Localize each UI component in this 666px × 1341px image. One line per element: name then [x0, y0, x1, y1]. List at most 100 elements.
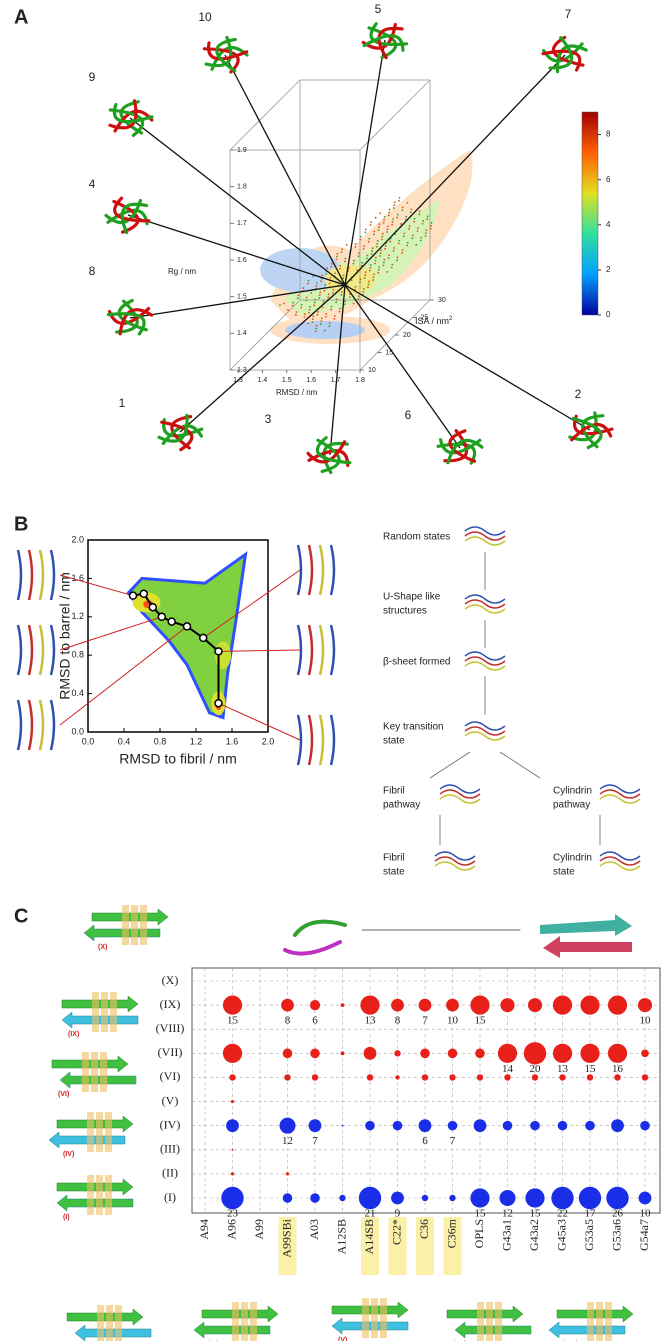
- heatmap: [126, 551, 248, 720]
- conformation-cartoon: [446, 1302, 532, 1341]
- cloud-point: [338, 267, 341, 270]
- cloud-point: [343, 303, 346, 306]
- cloud-point: [309, 305, 311, 308]
- bubble: [559, 1074, 566, 1081]
- bubble: [552, 995, 573, 1015]
- state-label: U-Shape like: [383, 592, 441, 603]
- cloud-point: [386, 228, 389, 231]
- cloud-point: [378, 223, 381, 226]
- cloud-point: [383, 218, 386, 221]
- residue-box: [140, 905, 147, 945]
- colorbar: [581, 111, 599, 316]
- cloud-point: [312, 275, 315, 278]
- cloud-point: [371, 250, 373, 252]
- bubble: [606, 1186, 629, 1210]
- cloud-point: [378, 226, 380, 228]
- structure-number: 7: [565, 7, 572, 21]
- cube-face: [299, 79, 431, 301]
- fibril-arrow: [543, 936, 632, 958]
- cloud-point: [364, 274, 367, 276]
- structure-number: 5: [375, 2, 382, 16]
- tick-label: 1.2: [71, 611, 84, 621]
- cloud-point: [330, 262, 333, 265]
- cloud-point: [359, 281, 361, 284]
- cartoon-label: (VI): [58, 1091, 69, 1098]
- highlight: [361, 1217, 379, 1275]
- category-label: G53a6: [609, 1219, 623, 1251]
- cloud-point: [371, 247, 374, 250]
- category-label: C22*: [389, 1219, 403, 1245]
- cloud-point: [380, 238, 383, 241]
- row-label: (I): [164, 1190, 176, 1204]
- panel-label: B: [14, 513, 28, 535]
- cloud-point: [380, 249, 382, 252]
- tick-label: 0.8: [154, 736, 167, 746]
- row-label: (VIII): [156, 1021, 185, 1035]
- cloud-point: [333, 317, 336, 320]
- strand: [318, 544, 325, 596]
- bubble: [637, 998, 653, 1013]
- cloud-point: [391, 263, 394, 266]
- cartoon-label: (IV): [63, 1151, 74, 1158]
- cloud-point: [357, 295, 360, 298]
- bubble-label: 12: [502, 1208, 513, 1220]
- structure-number: 8: [89, 264, 96, 278]
- cloud-point: [411, 234, 414, 237]
- residue-box: [486, 1302, 493, 1341]
- strand: [362, 34, 405, 52]
- state-label: pathway: [553, 800, 590, 811]
- cloud-point: [398, 199, 400, 202]
- axis-label: Rg / nm: [168, 267, 196, 276]
- cloud-point: [319, 291, 322, 294]
- cloud-point: [359, 278, 362, 281]
- strand: [464, 599, 506, 609]
- bubble-label: 15: [475, 1208, 487, 1220]
- strand: [16, 624, 23, 676]
- residue-box: [362, 1298, 369, 1338]
- cloud-point: [381, 235, 384, 238]
- bubble: [339, 1194, 346, 1202]
- cartoon-label: (X): [98, 944, 107, 951]
- bubble: [365, 1120, 375, 1131]
- tick-label: 1.4: [258, 377, 268, 384]
- cloud-point: [330, 305, 333, 308]
- strand: [434, 851, 476, 861]
- state-structure: [599, 851, 641, 871]
- bubble: [527, 998, 543, 1013]
- structure-number: 9: [89, 70, 96, 84]
- cloud-point: [328, 325, 331, 328]
- bubble: [363, 1046, 377, 1060]
- residue-box: [97, 1305, 104, 1341]
- path-point: [139, 589, 149, 599]
- cloud-point: [367, 286, 369, 289]
- bubble: [552, 1043, 573, 1063]
- residue-box: [96, 1175, 103, 1215]
- strand: [329, 714, 336, 766]
- cloud-point: [320, 317, 323, 320]
- cloud-point: [339, 265, 342, 267]
- strand-arrow: [61, 1011, 139, 1029]
- cloud-point: [342, 277, 345, 280]
- bubble: [231, 1148, 234, 1151]
- strand: [106, 312, 146, 336]
- cloud-point: [283, 302, 286, 305]
- residue-box: [477, 1302, 484, 1341]
- conformation-cartoon: [51, 1052, 137, 1092]
- cloud-point: [340, 291, 343, 293]
- cloud-point: [314, 298, 317, 301]
- axis-sup: 2: [449, 316, 453, 322]
- bubble: [281, 998, 294, 1012]
- strand: [108, 99, 138, 130]
- cloud-point: [430, 224, 432, 227]
- strand: [599, 794, 641, 804]
- cloud-point: [382, 264, 385, 267]
- cloud-point: [308, 308, 311, 311]
- cloud-point: [307, 282, 309, 285]
- strand: [464, 531, 506, 541]
- residue-box: [232, 1302, 239, 1341]
- residue-box: [105, 1175, 112, 1215]
- bubble: [421, 1194, 429, 1202]
- bubble: [310, 1048, 320, 1059]
- bubble-label: 16: [612, 1063, 624, 1075]
- row-label: (IX): [160, 997, 181, 1011]
